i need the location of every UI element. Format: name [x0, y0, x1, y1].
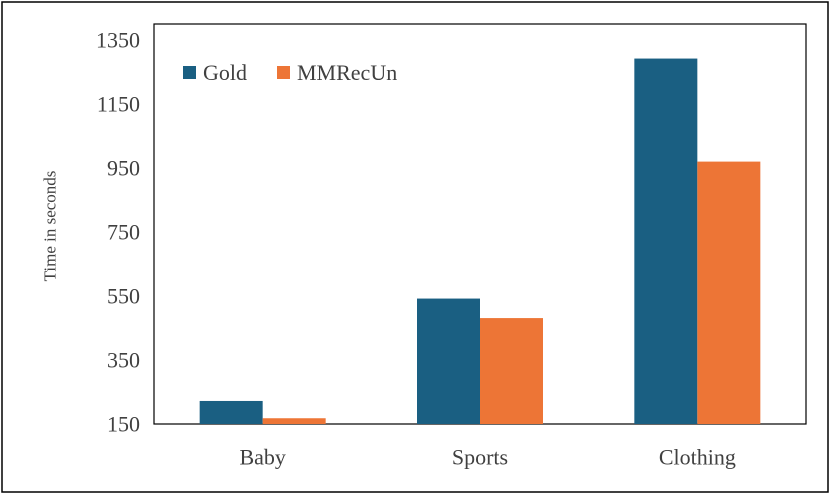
y-tick-label: 350 — [107, 348, 140, 373]
x-tick-label: Sports — [452, 445, 508, 470]
legend-swatch-gold — [183, 66, 196, 79]
bar-gold-sports — [417, 298, 480, 424]
legend-label-gold: Gold — [203, 60, 247, 85]
legend: Gold MMRecUn — [183, 60, 397, 85]
y-axis-label: Time in seconds — [41, 171, 60, 282]
y-tick-label: 550 — [107, 284, 140, 309]
bar-gold-baby — [199, 400, 263, 424]
legend-swatch-mmrecun — [277, 66, 290, 79]
bars-group — [199, 58, 761, 425]
y-tick-label: 150 — [107, 412, 140, 437]
bar-mmrecun-baby — [262, 418, 326, 424]
bar-mmrecun-sports — [480, 318, 543, 424]
bar-mmrecun-clothing — [697, 161, 761, 424]
x-axis-labels: Baby Sports Clothing — [239, 445, 735, 470]
y-tick-label: 750 — [107, 220, 140, 245]
x-tick-label: Clothing — [659, 445, 736, 470]
y-tick-label: 1350 — [96, 28, 140, 53]
x-tick-label: Baby — [239, 445, 285, 470]
y-axis-ticks: 150 350 550 750 950 1150 1350 — [96, 28, 140, 437]
y-tick-label: 950 — [107, 156, 140, 181]
bar-gold-clothing — [634, 58, 698, 425]
legend-label-mmrecun: MMRecUn — [297, 60, 397, 85]
y-tick-label: 1150 — [97, 92, 140, 117]
